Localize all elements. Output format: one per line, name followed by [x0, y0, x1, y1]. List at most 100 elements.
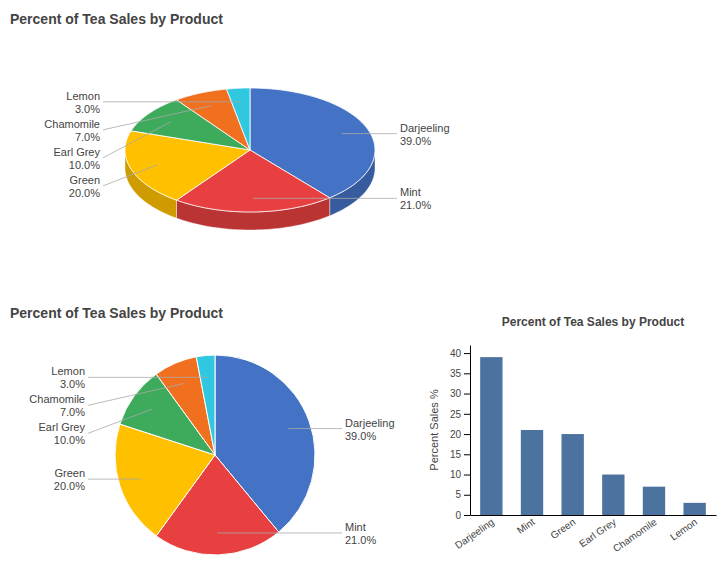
data-labels: Darjeeling39.0% Mint21.0% Green20.0% Earl G… [29, 365, 394, 546]
data-labels: Darjeeling39.0% Mint21.0% Green20.0% Earl G… [44, 90, 449, 211]
x-tick: Darjeeling [453, 516, 496, 551]
pie-slices [115, 355, 315, 555]
y-tick-label: 10 [450, 469, 462, 480]
y-tick: 15 [450, 449, 470, 460]
leader-line [103, 101, 241, 102]
bar [480, 357, 502, 515]
data-label-value: 10.0% [69, 159, 100, 171]
y-tick-label: 15 [450, 449, 462, 460]
y-tick-label: 30 [450, 388, 462, 399]
y-tick-mark [464, 394, 470, 395]
x-tick: Chamomile [611, 516, 659, 554]
y-tick-mark [464, 373, 470, 374]
data-label: Green20.0% [54, 467, 85, 492]
data-label: Chamomile7.0% [29, 393, 85, 418]
y-tick-mark [464, 414, 470, 415]
data-label: Earl Grey10.0% [39, 421, 86, 446]
data-label-category: Earl Grey [39, 421, 86, 433]
pie-slice [196, 355, 215, 455]
y-tick: 20 [450, 429, 470, 440]
data-label-category: Earl Grey [54, 146, 101, 158]
data-label: Green20.0% [69, 174, 100, 199]
data-label-value: 10.0% [54, 434, 85, 446]
y-axis: 0510152025303540 [450, 346, 471, 521]
data-label-category: Lemon [66, 90, 100, 102]
leader-line [217, 532, 342, 533]
bar [521, 430, 543, 515]
x-tick: Lemon [668, 516, 699, 543]
y-tick-mark [464, 495, 470, 496]
leader-line [88, 479, 141, 480]
x-tick-label: Mint [515, 516, 537, 536]
data-label-value: 7.0% [75, 131, 100, 143]
y-tick: 5 [455, 489, 470, 500]
data-label-category: Mint [400, 186, 421, 198]
data-label-value: 3.0% [60, 378, 85, 390]
data-label: Darjeeling39.0% [345, 417, 395, 442]
data-label-value: 39.0% [345, 430, 376, 442]
bar [643, 487, 665, 515]
pie-slices [125, 88, 375, 212]
y-tick-label: 40 [450, 348, 462, 359]
data-label-value: 20.0% [54, 480, 85, 492]
y-tick-label: 5 [455, 489, 461, 500]
chart-title: Percent of Tea Sales by Product [502, 315, 685, 329]
y-tick: 10 [450, 469, 470, 480]
y-tick-mark [464, 475, 470, 476]
data-label-value: 7.0% [60, 406, 85, 418]
y-tick-mark [464, 454, 470, 455]
data-label-category: Lemon [51, 365, 85, 377]
y-tick-label: 35 [450, 368, 462, 379]
y-tick-mark [464, 434, 470, 435]
data-label: Lemon3.0% [51, 365, 85, 390]
leader-line [103, 165, 157, 186]
x-tick: Mint [515, 516, 537, 536]
pie-3d: Darjeeling39.0% Mint21.0% Green20.0% Earl G… [44, 88, 449, 230]
y-tick: 40 [450, 348, 470, 359]
leader-line [103, 122, 171, 158]
y-tick: 25 [450, 409, 470, 420]
bar [602, 475, 624, 515]
leader-line [342, 133, 397, 134]
x-axis: DarjeelingMintGreenEarl GreyChamomileLem… [453, 516, 717, 555]
leader-line [288, 428, 342, 429]
chart-root: Percent of Tea Sales by Product Darjeelin… [0, 0, 726, 588]
x-tick-label: Darjeeling [453, 516, 496, 551]
x-tick-label: Green [548, 516, 577, 541]
leader-line [88, 409, 152, 433]
data-label-value: 3.0% [75, 103, 100, 115]
bars [480, 357, 706, 515]
data-label: Mint21.0% [400, 186, 431, 211]
data-label: Darjeeling39.0% [400, 122, 450, 147]
axis-line [471, 515, 717, 516]
x-tick: Green [548, 516, 577, 541]
x-tick-label: Lemon [668, 516, 699, 543]
data-label: Mint21.0% [345, 521, 376, 546]
data-label: Chamomile7.0% [44, 118, 100, 143]
leader-line [88, 377, 208, 378]
leader-line [253, 198, 397, 199]
y-tick-mark [464, 515, 470, 516]
data-label-category: Green [69, 174, 100, 186]
y-tick-mark [464, 353, 470, 354]
pie: Darjeeling39.0% Mint21.0% Green20.0% Earl G… [29, 355, 394, 555]
x-tick-label: Chamomile [611, 516, 659, 554]
data-label-category: Darjeeling [400, 122, 450, 134]
y-tick: 30 [450, 388, 470, 399]
data-label-value: 21.0% [400, 199, 431, 211]
data-label-category: Mint [345, 521, 366, 533]
bar [683, 503, 705, 515]
y-tick: 35 [450, 368, 470, 379]
data-label: Lemon3.0% [66, 90, 100, 115]
bar [561, 434, 583, 515]
data-label-category: Chamomile [44, 118, 100, 130]
data-label-category: Green [54, 467, 85, 479]
data-label-value: 20.0% [69, 187, 100, 199]
data-label-category: Chamomile [29, 393, 85, 405]
data-label-value: 39.0% [400, 135, 431, 147]
pie-slice [227, 88, 250, 150]
axis-line [470, 346, 471, 516]
data-label: Earl Grey10.0% [54, 146, 101, 171]
leader-line [103, 106, 211, 130]
chart-title: Percent of Tea Sales by Product [10, 305, 223, 321]
